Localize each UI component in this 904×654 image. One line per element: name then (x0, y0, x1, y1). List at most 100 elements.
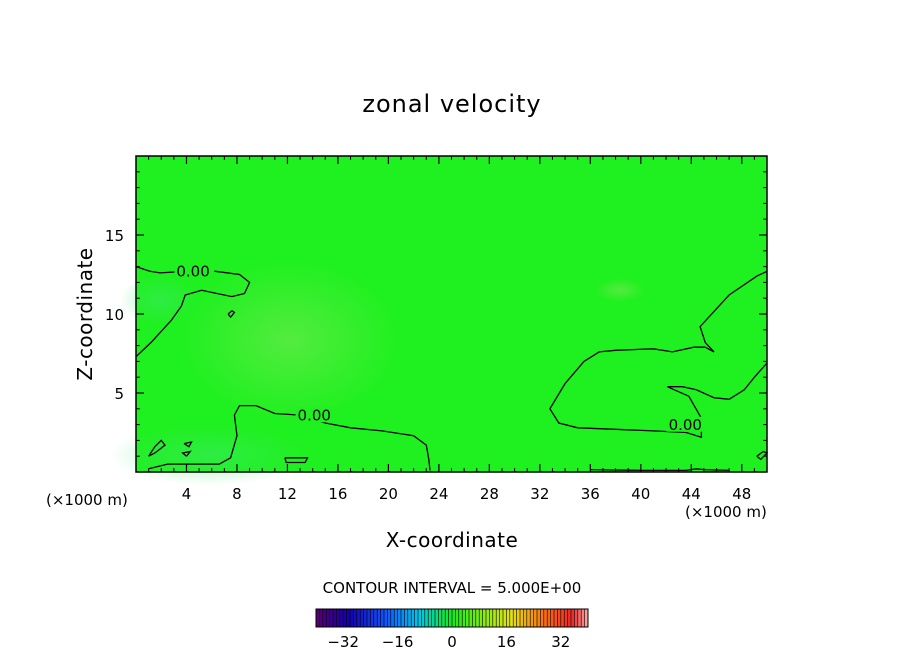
contour-line-zero-small-5 (284, 457, 309, 464)
colorbar-cell (489, 609, 494, 627)
contour-label-bg (666, 416, 707, 432)
colorbar-cell (547, 609, 551, 627)
colorbar-cell (336, 609, 341, 627)
colorbar-cell (343, 609, 347, 627)
colorbar-cell (513, 609, 517, 627)
colorbar-cell (339, 609, 344, 627)
y-tick-label: 10 (105, 306, 124, 324)
colorbar-cell (448, 609, 453, 627)
colorbar-cell (574, 609, 579, 627)
colorbar-cell (557, 609, 562, 627)
colorbar-cell (458, 609, 463, 627)
colorbar-tick-label: 32 (551, 633, 570, 651)
colorbar-cell (509, 609, 514, 627)
contour-line-zero-right-lobe (549, 270, 768, 439)
colorbar-cell (584, 609, 589, 627)
colorbar-cell (401, 609, 405, 627)
colorbar-cell (435, 609, 439, 627)
colorbar-cell (329, 609, 334, 627)
x-tick-label: 12 (278, 485, 297, 503)
colorbar-cell (486, 609, 490, 627)
contour-interval-text: CONTOUR INTERVAL = 5.000E+00 (323, 579, 582, 597)
colorbar-cell (438, 609, 443, 627)
colorbar-ticks: −32 −16 0 16 32 (327, 633, 570, 651)
colorbar-cell (356, 609, 361, 627)
colorbar-cell (465, 609, 470, 627)
field-shading-2 (110, 425, 310, 485)
x-tick-label: 32 (530, 485, 549, 503)
colorbar-cell (360, 609, 364, 627)
contour-label: 0.00 (176, 263, 209, 281)
y-axis-label: Z-coordinate (73, 247, 97, 380)
colorbar-tick-label: −32 (327, 633, 359, 651)
x-tick-label: 24 (429, 485, 448, 503)
x-tick-label: 40 (631, 485, 650, 503)
x-tick-label: 28 (480, 485, 499, 503)
contour-label: 0.00 (669, 416, 702, 434)
contour-label-bg (174, 263, 215, 279)
colorbar-cell (475, 609, 480, 627)
colorbar-cell (326, 609, 330, 627)
colorbar-cell (571, 609, 575, 627)
x-tick-label: 8 (232, 485, 242, 503)
x-tick-label: 36 (581, 485, 600, 503)
colorbar-cell (506, 609, 511, 627)
colorbar-cell (452, 609, 456, 627)
x-tick-label: 4 (182, 485, 192, 503)
colorbar-cell (516, 609, 521, 627)
colorbar-cell (380, 609, 385, 627)
colorbar-cell (554, 609, 558, 627)
colorbar-cell (377, 609, 381, 627)
field-shading-1 (180, 260, 400, 420)
field-shading-3 (120, 275, 200, 325)
colorbar-cell (350, 609, 354, 627)
plot-area: 0.000.000.00 4 8 12 16 20 24 28 32 36 40 44 48 5101… (105, 155, 769, 503)
colorbar-cell (390, 609, 395, 627)
x-tick-label: 20 (379, 485, 398, 503)
x-tick-label: 48 (732, 485, 751, 503)
contour-line-zero-lower-left (148, 404, 431, 471)
colorbar-cell (316, 609, 320, 627)
x-unit-label-right: (×1000 m) (685, 503, 767, 521)
colorbar-cell (560, 609, 565, 627)
x-axis-label: X-coordinate (386, 528, 519, 552)
colorbar-cell (363, 609, 368, 627)
colorbar-cell (333, 609, 337, 627)
colorbar-cell (441, 609, 446, 627)
colorbar-cell (567, 609, 572, 627)
colorbar-cell (496, 609, 500, 627)
y-tick-label: 15 (105, 227, 124, 245)
colorbar-cell (407, 609, 412, 627)
x-unit-label-left: (×1000 m) (46, 491, 128, 509)
contour-line-zero-small-2 (148, 439, 166, 457)
colorbar-cell (550, 609, 555, 627)
colorbar-cell (455, 609, 460, 627)
colorbar-cell (428, 609, 432, 627)
colorbar-cell (469, 609, 473, 627)
y-tick-label: 5 (114, 385, 124, 403)
contour-line-zero-upper-left (135, 265, 251, 358)
contour-label: 0.00 (298, 406, 331, 424)
colorbar (315, 608, 589, 628)
x-tick-label: 16 (328, 485, 347, 503)
colorbar-cell (353, 609, 358, 627)
contour-line-zero-small-1 (227, 309, 236, 319)
colorbar-cell (319, 609, 324, 627)
colorbar-cell (530, 609, 534, 627)
colorbar-cell (499, 609, 504, 627)
colorbar-tick-label: 16 (497, 633, 516, 651)
colorbar-cell (564, 609, 568, 627)
colorbar-cell (397, 609, 402, 627)
colorbar-cell (424, 609, 429, 627)
colorbar-cell (537, 609, 541, 627)
chart-title: zonal velocity (362, 90, 541, 118)
colorbar-cell (411, 609, 415, 627)
colorbar-cell (533, 609, 538, 627)
colorbar-cell (577, 609, 582, 627)
colorbar-cell (526, 609, 531, 627)
colorbar-cell (462, 609, 466, 627)
colorbar-cell (421, 609, 426, 627)
contour-label-bg (295, 407, 336, 423)
colorbar-cell (520, 609, 524, 627)
colorbar-cell (431, 609, 436, 627)
